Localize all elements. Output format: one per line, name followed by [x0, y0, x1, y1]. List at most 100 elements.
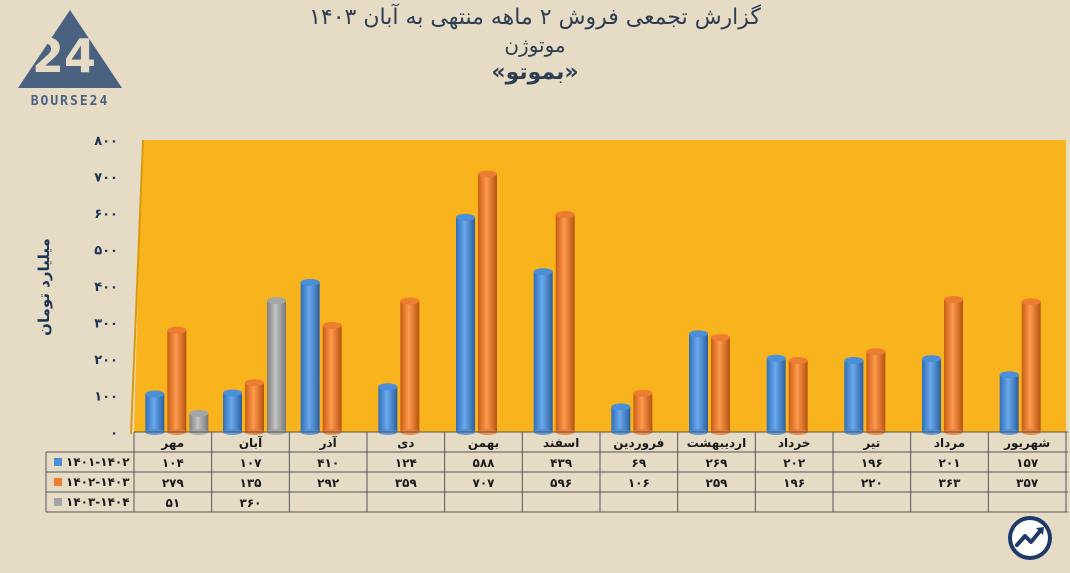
bar-s2 [245, 382, 264, 432]
trend-up-icon [1006, 514, 1054, 562]
bar-s1 [456, 217, 475, 432]
bar-cap [999, 371, 1019, 379]
data-label: ۲۲۰ [861, 476, 883, 490]
x-tick-label: بهمن [468, 436, 499, 450]
y-tick-label: ۷۰۰ [94, 171, 118, 186]
data-label: ۱۰۴ [162, 456, 184, 470]
data-label: ۵۸۸ [473, 456, 496, 470]
data-label: ۳۵۹ [395, 476, 418, 490]
bar-s1 [689, 333, 708, 432]
chart-title-block: گزارش تجمعی فروش ۲ ماهه منتهی به آبان ۱۴… [0, 4, 1070, 88]
bar-cap [611, 403, 631, 411]
bar-s1 [300, 282, 320, 432]
bar-s1 [844, 360, 864, 432]
bar-cap [267, 297, 286, 305]
bar-s1 [999, 374, 1019, 432]
plot-area [134, 140, 1066, 432]
x-tick-label: شهریور [1003, 436, 1050, 451]
bar-cap [866, 348, 886, 356]
legend-swatch [54, 458, 62, 466]
logo-text: BOURSE24 [30, 94, 110, 109]
y-tick-label: ۳۰۰ [94, 317, 118, 332]
y-tick-label: ۲۰۰ [94, 353, 118, 368]
data-label: ۱۰۶ [628, 476, 650, 490]
bar-cap [766, 354, 786, 362]
data-label: ۳۶۳ [939, 476, 962, 490]
data-label: ۲۷۹ [162, 476, 185, 490]
x-tick-label: دی [397, 436, 414, 450]
legend-label: ۱۴۰۳-۱۴۰۴ [66, 495, 130, 509]
data-label: ۱۹۶ [783, 476, 805, 490]
bar-s2 [167, 330, 187, 432]
data-label: ۴۳۹ [550, 456, 573, 470]
bar-cap [533, 268, 553, 276]
chart-subtitle-ticker: «بموتو» [491, 60, 579, 85]
data-label: ۱۲۴ [395, 456, 417, 470]
legend-swatch [54, 478, 62, 486]
data-label: ۲۵۹ [706, 476, 729, 490]
data-label: ۲۰۱ [939, 456, 961, 470]
data-label: ۳۵۷ [1016, 476, 1039, 490]
y-tick-label: ۴۰۰ [94, 280, 118, 295]
data-label: ۱۵۷ [1016, 456, 1039, 470]
bar-cap [944, 296, 963, 304]
bar-cap [167, 326, 187, 334]
bar-cap [922, 355, 941, 363]
data-label: ۲۶۹ [706, 456, 729, 470]
plot-side-wall [130, 140, 144, 434]
chart-title: گزارش تجمعی فروش ۲ ماهه منتهی به آبان ۱۴… [309, 5, 761, 30]
x-tick-label: فروردین [613, 436, 664, 451]
bar-s1 [766, 358, 786, 432]
bar-s1 [922, 358, 941, 432]
bar-s2 [1021, 301, 1041, 432]
legend-label: ۱۴۰۲-۱۴۰۳ [66, 475, 130, 489]
y-tick-label: ۸۰۰ [94, 134, 118, 149]
data-label: ۲۹۲ [317, 476, 340, 490]
bourse24-logo: 24 BOURSE24 [14, 6, 126, 110]
data-label: ۵۱ [166, 496, 181, 510]
bar-s1 [145, 394, 165, 432]
data-label: ۱۰۷ [240, 456, 263, 470]
bar-s1 [533, 271, 553, 432]
bar-s1 [611, 406, 631, 432]
bar-cap [189, 409, 209, 417]
data-label: ۴۱۰ [317, 456, 339, 470]
x-tick-label: تیر [862, 436, 880, 450]
y-tick-label: ۶۰۰ [94, 207, 118, 222]
y-tick-label: ۰ [110, 426, 118, 441]
svg-text:24: 24 [32, 29, 96, 83]
bar-s2 [322, 325, 342, 432]
data-label: ۷۰۷ [473, 476, 496, 490]
bar-s2 [711, 337, 730, 432]
data-label: ۱۳۵ [240, 476, 262, 490]
bar-cap [711, 333, 730, 341]
bar-cap [478, 170, 497, 178]
data-label: ۱۹۶ [861, 456, 883, 470]
chart-subtitle-company: موتوژن [504, 33, 566, 57]
x-tick-label: آذر [319, 435, 338, 450]
bar-cap [378, 383, 398, 391]
bar-cap [788, 356, 808, 364]
bar-cap [689, 330, 708, 338]
bar-s2 [478, 173, 497, 432]
bar-cap [456, 213, 475, 221]
bar-cap [555, 210, 575, 218]
bar-cap [300, 278, 320, 286]
x-tick-label: اردیبهشت [687, 436, 746, 450]
bar-s2 [788, 360, 808, 432]
bar-s1 [223, 392, 242, 432]
bar-cap [223, 389, 242, 397]
y-tick-label: ۱۰۰ [94, 390, 118, 405]
bar-s2 [633, 393, 653, 432]
x-tick-label: آبان [239, 435, 263, 450]
data-label: ۵۹۶ [550, 476, 572, 490]
x-tick-label: اسفند [543, 436, 579, 450]
bar-s2 [866, 351, 886, 432]
x-tick-label: مرداد [934, 436, 965, 450]
x-tick-label: مهر [160, 436, 184, 450]
legend-swatch [54, 498, 62, 506]
bar-cap [400, 297, 420, 305]
legend-label: ۱۴۰۱-۱۴۰۲ [66, 455, 130, 469]
bar-cap [1021, 298, 1041, 306]
